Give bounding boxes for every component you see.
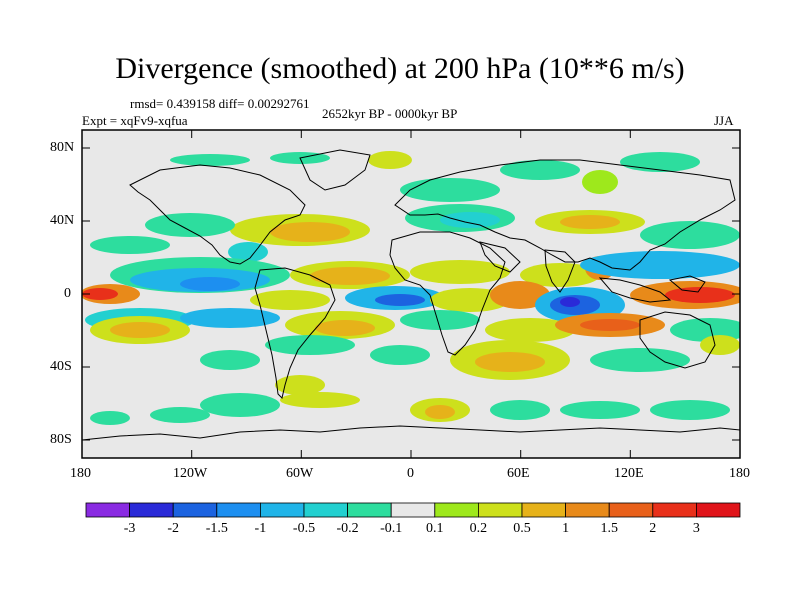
lon-ticks bbox=[81, 130, 741, 458]
colorbar-label: 0.2 bbox=[469, 521, 488, 536]
colorbar bbox=[85, 502, 741, 518]
lat-label-80n: 80N bbox=[50, 140, 75, 155]
colorbar-label: -0.1 bbox=[380, 521, 403, 536]
colorbar-label: 2 bbox=[649, 521, 657, 536]
colorbar-label: 0.5 bbox=[513, 521, 531, 536]
stats-label: rmsd= 0.439158 diff= 0.00292761 bbox=[130, 96, 310, 111]
period-label: 2652kyr BP - 0000kyr BP bbox=[322, 106, 458, 121]
chart-title: Divergence (smoothed) at 200 hPa (10**6 … bbox=[115, 52, 685, 85]
colorbar-label: 0.1 bbox=[426, 521, 444, 536]
lat-ticks bbox=[82, 147, 740, 441]
experiment-label: Expt = xqFv9-xqfua bbox=[82, 113, 188, 128]
lon-label-120w: 120W bbox=[173, 466, 208, 481]
lon-label-120e: 120E bbox=[614, 466, 644, 481]
lon-label-180e: 180 bbox=[729, 466, 750, 481]
season-label: JJA bbox=[714, 113, 734, 128]
colorbar-swatch bbox=[216, 502, 261, 518]
colorbar-swatch bbox=[172, 502, 218, 518]
lat-label-40s: 40S bbox=[50, 359, 72, 374]
colorbar-swatch bbox=[347, 502, 392, 518]
lon-label-60w: 60W bbox=[286, 466, 314, 481]
lat-label-40n: 40N bbox=[50, 213, 75, 228]
colorbar-swatch bbox=[303, 502, 348, 518]
colorbar-label: -0.2 bbox=[336, 521, 359, 536]
colorbar-swatch bbox=[434, 502, 479, 518]
colorbar-swatch bbox=[608, 502, 654, 518]
colorbar-swatch bbox=[259, 502, 305, 518]
colorbar-label: 1 bbox=[562, 521, 570, 536]
colorbar-swatch bbox=[652, 502, 697, 518]
lon-label-60e: 60E bbox=[507, 466, 530, 481]
colorbar-swatch bbox=[565, 502, 610, 518]
lat-label-80s: 80S bbox=[50, 432, 72, 447]
divergence-field bbox=[82, 151, 740, 425]
lon-label-0: 0 bbox=[407, 466, 414, 481]
colorbar-label: -3 bbox=[123, 521, 136, 536]
colorbar-label: 1.5 bbox=[600, 521, 618, 536]
coastlines bbox=[82, 149, 740, 441]
colorbar-label: 3 bbox=[692, 521, 700, 536]
colorbar-swatch bbox=[85, 502, 130, 518]
colorbar-swatch bbox=[477, 502, 523, 518]
colorbar-label: -1.5 bbox=[205, 521, 228, 536]
colorbar-label: -1 bbox=[254, 521, 267, 536]
colorbar-swatch bbox=[521, 502, 566, 518]
colorbar-swatch bbox=[129, 502, 174, 518]
lat-label-0: 0 bbox=[64, 286, 71, 301]
colorbar-swatch bbox=[696, 502, 741, 518]
colorbar-label: -2 bbox=[167, 521, 180, 536]
lon-label-180w: 180 bbox=[70, 466, 91, 481]
colorbar-swatch bbox=[390, 502, 436, 518]
colorbar-label: -0.5 bbox=[292, 521, 316, 536]
